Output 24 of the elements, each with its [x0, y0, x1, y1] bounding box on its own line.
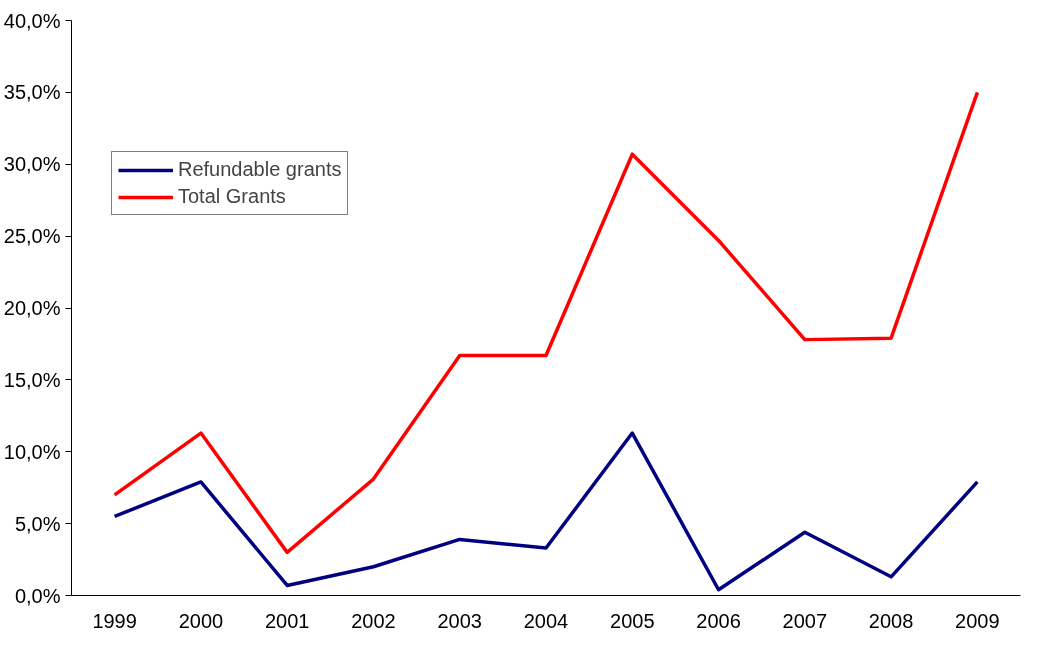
y-tick-label: 40,0% — [3, 9, 61, 32]
x-tick-label: 2002 — [351, 609, 396, 632]
y-tick-label: 35,0% — [3, 81, 61, 104]
y-tick-label: 10,0% — [3, 440, 61, 463]
y-tick-label: 20,0% — [3, 297, 61, 319]
x-tick-label: 2003 — [437, 609, 482, 632]
y-tick-label: 5,0% — [14, 512, 61, 535]
line-series — [112, 90, 980, 555]
x-tick-label: 2000 — [178, 609, 224, 632]
y-tick-label: 15,0% — [3, 368, 61, 391]
x-tick-label: 2005 — [610, 609, 655, 632]
x-tick-label: 1999 — [92, 609, 137, 632]
y-tick-label: 0,0% — [14, 584, 61, 607]
x-tick-label: 2001 — [264, 609, 310, 632]
legend-label: Refundable grants — [178, 158, 342, 181]
y-tick-label: 30,0% — [3, 153, 61, 176]
x-tick-label: 2008 — [868, 609, 914, 632]
legend-label: Total Grants — [178, 185, 286, 208]
line-series — [112, 431, 980, 592]
x-tick-label: 2004 — [523, 609, 569, 632]
y-tick-label: 25,0% — [3, 225, 61, 248]
x-tick-label: 2007 — [782, 609, 828, 632]
x-tick-label: 2009 — [955, 609, 1000, 632]
x-tick-label: 2006 — [696, 609, 741, 632]
